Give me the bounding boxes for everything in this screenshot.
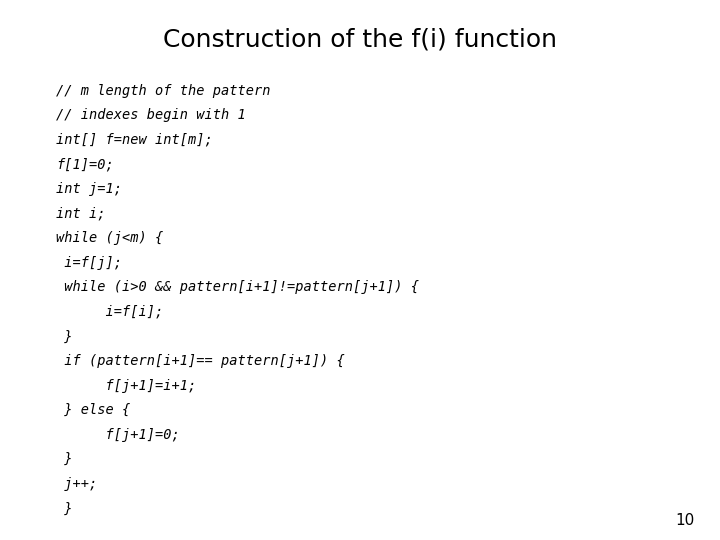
Text: } else {: } else {: [56, 403, 130, 417]
Text: // indexes begin with 1: // indexes begin with 1: [56, 108, 246, 122]
Text: }: }: [56, 501, 73, 515]
Text: }: }: [56, 329, 73, 343]
Text: i=f[j];: i=f[j];: [56, 255, 122, 269]
Text: }: }: [56, 453, 73, 466]
Text: i=f[i];: i=f[i];: [56, 305, 163, 319]
Text: while (i>0 && pattern[i+1]!=pattern[j+1]) {: while (i>0 && pattern[i+1]!=pattern[j+1]…: [56, 280, 419, 294]
Text: int[] f=new int[m];: int[] f=new int[m];: [56, 133, 213, 147]
Text: if (pattern[i+1]== pattern[j+1]) {: if (pattern[i+1]== pattern[j+1]) {: [56, 354, 345, 368]
Text: 10: 10: [675, 513, 695, 528]
Text: while (j<m) {: while (j<m) {: [56, 231, 163, 245]
Text: f[j+1]=0;: f[j+1]=0;: [56, 428, 180, 442]
Text: f[j+1]=i+1;: f[j+1]=i+1;: [56, 379, 197, 393]
Text: int i;: int i;: [56, 206, 106, 220]
Text: // m length of the pattern: // m length of the pattern: [56, 84, 271, 98]
Text: f[1]=0;: f[1]=0;: [56, 158, 114, 171]
Text: Construction of the f(i) function: Construction of the f(i) function: [163, 27, 557, 51]
Text: int j=1;: int j=1;: [56, 182, 122, 196]
Text: j++;: j++;: [56, 477, 97, 491]
